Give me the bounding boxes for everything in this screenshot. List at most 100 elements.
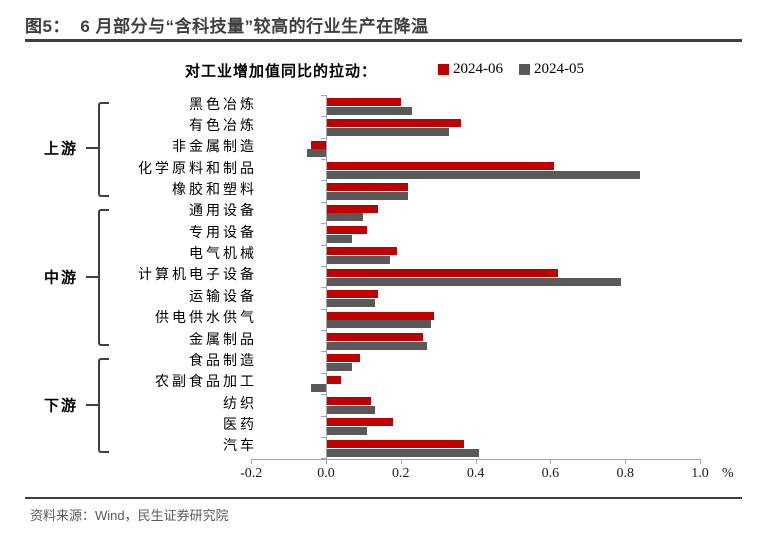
bar-2024-05	[311, 384, 326, 393]
x-axis-tick	[251, 458, 253, 464]
y-axis-tick	[321, 394, 326, 396]
bar-2024-06	[326, 268, 558, 277]
bar-2024-06	[326, 375, 341, 384]
bar-2024-06	[326, 439, 465, 448]
bar-2024-05	[326, 448, 480, 457]
category-label: 汽车	[223, 439, 257, 455]
bar-2024-05	[326, 427, 368, 436]
bar-2024-05	[326, 192, 409, 201]
bar-2024-05	[326, 234, 353, 243]
category-label: 专用设备	[189, 225, 257, 241]
group-bracket-dash	[86, 403, 98, 406]
bar-2024-05	[326, 127, 450, 136]
group-bracket	[98, 208, 109, 347]
group-bracket	[98, 358, 109, 454]
bar-2024-06	[326, 183, 409, 192]
bar-2024-05	[326, 405, 375, 414]
bar-2024-05	[326, 298, 375, 307]
group-label-下游: 下游	[44, 397, 79, 415]
bar-2024-05	[326, 341, 427, 350]
figure-title: 图5： 6 月部分与“含科技量”较高的行业生产在降温	[25, 17, 429, 36]
y-axis-tick	[321, 436, 326, 438]
category-label: 通用设备	[189, 204, 257, 220]
y-axis-line	[326, 95, 327, 459]
legend-label-2024-06: 2024-06	[453, 60, 503, 77]
x-tick-label: 0.4	[466, 465, 485, 481]
y-axis-tick	[321, 116, 326, 118]
legend-swatch-gray	[519, 63, 530, 75]
bar-2024-06	[326, 204, 379, 213]
y-axis-tick	[321, 308, 326, 310]
y-axis-tick	[321, 180, 326, 182]
bar-2024-05	[326, 170, 641, 179]
bar-chart: 黑色冶炼有色冶炼非金属制造化学原料和制品橡胶和塑料通用设备专用设备电气机械计算机…	[0, 88, 767, 498]
x-tick-label: 0.0	[317, 465, 335, 481]
category-label: 纺织	[223, 396, 257, 412]
category-label: 运输设备	[189, 289, 257, 305]
y-axis-tick	[321, 415, 326, 417]
bar-2024-05	[326, 106, 413, 115]
x-axis-tick	[475, 458, 477, 464]
group-label-中游: 中游	[44, 269, 79, 287]
category-label: 农副食品加工	[155, 375, 257, 391]
category-label: 化学原料和制品	[138, 161, 257, 177]
bar-2024-05	[326, 213, 364, 222]
y-axis-tick	[321, 351, 326, 353]
bar-2024-05	[307, 149, 326, 158]
category-label: 计算机电子设备	[138, 268, 257, 284]
y-axis-tick	[321, 201, 326, 203]
legend-item-2024-06: 2024-06	[438, 61, 503, 77]
bar-2024-05	[326, 363, 353, 372]
x-axis-tick	[400, 458, 402, 464]
x-axis-tick	[550, 458, 552, 464]
group-bracket-dash	[86, 275, 98, 278]
y-axis-tick	[321, 265, 326, 267]
bar-2024-06	[326, 226, 368, 235]
source-note: 资料来源：Wind，民生证券研究院	[30, 508, 229, 523]
x-tick-label: 0.2	[392, 465, 410, 481]
y-axis-tick	[321, 223, 326, 225]
bar-2024-06	[326, 418, 394, 427]
category-label: 有色冶炼	[189, 118, 257, 134]
legend-item-2024-05: 2024-05	[519, 61, 584, 77]
chart-caption: 对工业增加值同比的拉动：	[185, 63, 378, 80]
bar-2024-05	[326, 320, 431, 329]
y-axis-tick	[321, 95, 326, 96]
y-axis-tick	[321, 137, 326, 139]
category-label: 非金属制造	[172, 140, 257, 156]
y-axis-tick	[321, 372, 326, 374]
x-axis-tick	[326, 458, 327, 464]
category-label: 电气机械	[189, 247, 257, 263]
category-label: 医药	[223, 418, 257, 434]
title-divider	[25, 39, 742, 42]
category-label: 金属制品	[189, 332, 257, 348]
x-tick-label: 1.0	[691, 465, 709, 481]
footer-divider	[25, 497, 742, 499]
bar-2024-06	[326, 396, 371, 405]
legend-label-2024-05: 2024-05	[534, 60, 584, 77]
bar-2024-06	[326, 354, 360, 363]
category-label: 供电供水供气	[155, 311, 257, 327]
bar-2024-06	[326, 161, 555, 170]
group-label-上游: 上游	[44, 140, 79, 158]
bar-2024-06	[326, 247, 398, 256]
legend-swatch-red	[438, 63, 449, 75]
x-tick-label: 0.6	[541, 465, 560, 481]
y-axis-tick	[321, 287, 326, 289]
x-tick-label: -0.2	[240, 465, 263, 481]
bar-2024-06	[326, 119, 461, 128]
category-label: 食品制造	[189, 353, 257, 369]
bar-2024-06	[311, 140, 326, 149]
group-bracket	[98, 102, 109, 197]
x-axis-unit-label: %	[722, 465, 734, 481]
y-axis-tick	[321, 159, 326, 161]
x-tick-label: 0.8	[616, 465, 634, 481]
category-label: 黑色冶炼	[189, 97, 257, 113]
bar-2024-06	[326, 311, 435, 320]
bar-2024-05	[326, 277, 622, 286]
bar-2024-06	[326, 290, 379, 299]
category-label: 橡胶和塑料	[172, 182, 257, 198]
bar-2024-06	[326, 97, 401, 106]
x-axis-tick	[625, 458, 627, 464]
